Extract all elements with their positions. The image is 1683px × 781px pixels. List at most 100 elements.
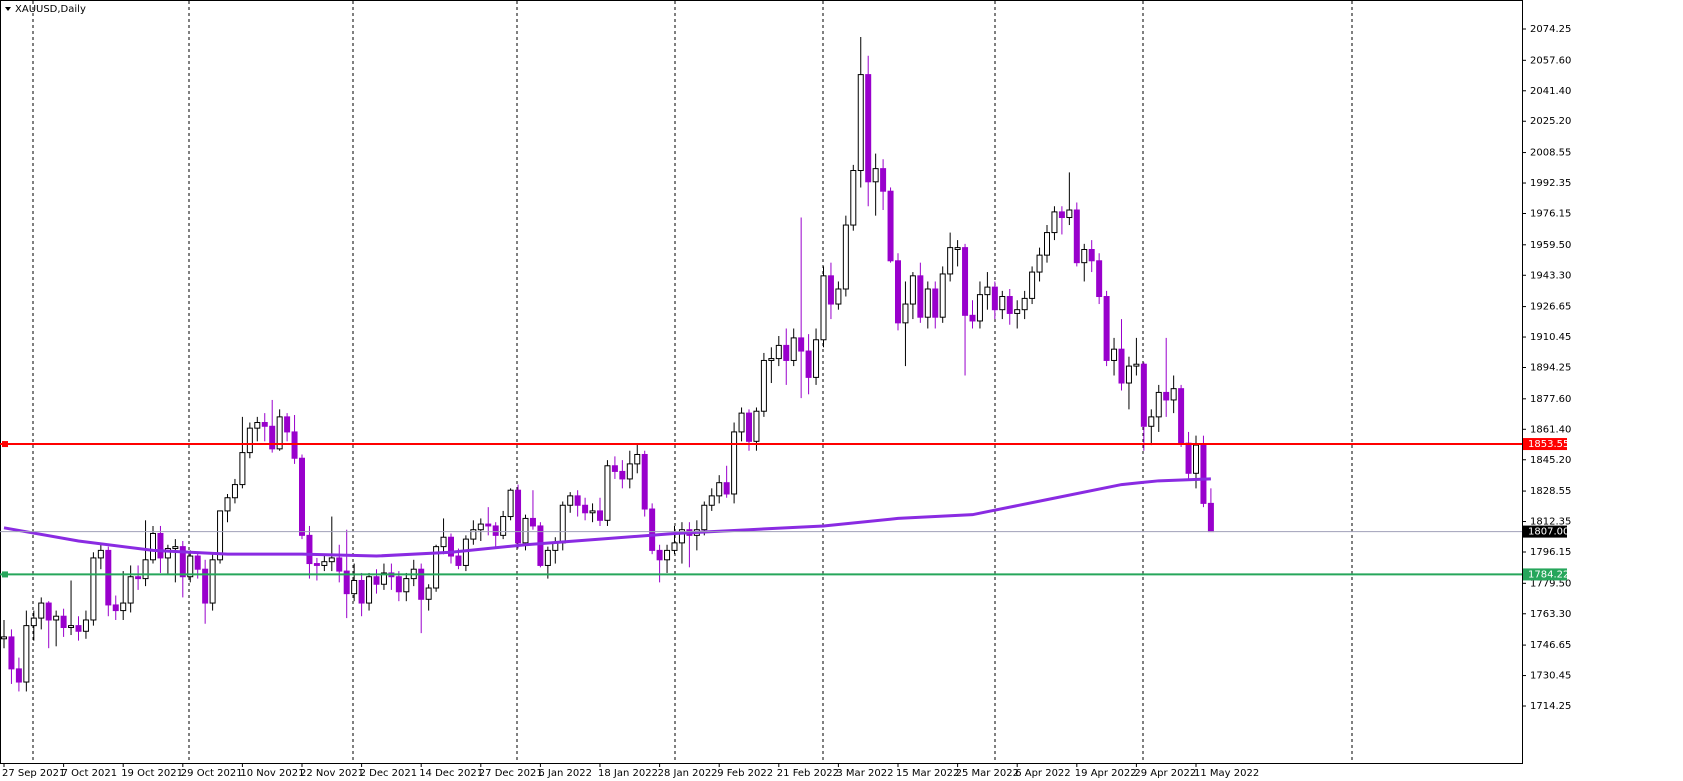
- candle-body: [343, 570, 350, 595]
- x-tick-label: 2 Dec 2021: [360, 768, 418, 779]
- candle-body: [1, 636, 7, 640]
- candle-body: [135, 576, 142, 580]
- candle-body: [157, 532, 164, 559]
- candle-body: [529, 517, 536, 527]
- x-tick-label: 29 Oct 2021: [181, 768, 243, 779]
- candle-body: [597, 510, 603, 521]
- candle-body: [23, 625, 30, 683]
- candle-body: [678, 529, 685, 544]
- x-tick-label: 19 Oct 2021: [121, 768, 183, 779]
- x-tick-label: 28 Jan 2022: [658, 768, 718, 779]
- candle-body: [1193, 444, 1199, 474]
- y-tick-label: 1812.35: [1530, 517, 1571, 528]
- y-tick-label: 1910.45: [1530, 332, 1571, 343]
- candle-body: [1125, 365, 1132, 384]
- candle-body: [1021, 297, 1028, 311]
- candle-body: [947, 247, 954, 275]
- candle-body: [1207, 502, 1214, 533]
- candle-body: [634, 453, 641, 465]
- candle-body: [768, 358, 775, 361]
- candle-body: [924, 288, 931, 318]
- candle-body: [336, 557, 343, 572]
- x-tick-label: 10 Nov 2021: [240, 768, 304, 779]
- x-tick-label: 22 Nov 2021: [300, 768, 364, 779]
- candle-body: [97, 549, 104, 559]
- candle-body: [202, 568, 209, 604]
- menu-arrow[interactable]: [5, 7, 11, 11]
- x-tick-label: 25 Mar 2022: [956, 768, 1019, 779]
- candle-body: [1073, 209, 1080, 264]
- level-label-bg: [1523, 568, 1567, 581]
- candle-body: [731, 431, 738, 495]
- candle-body: [649, 508, 656, 551]
- x-tick-label: 9 Feb 2022: [717, 768, 773, 779]
- level-label: 1784.22: [1528, 569, 1569, 580]
- candle-body: [30, 617, 37, 627]
- candle-body: [701, 504, 708, 531]
- x-tick-label: 27 Dec 2021: [479, 768, 543, 779]
- candle-body: [306, 534, 313, 565]
- candle-body: [574, 495, 581, 506]
- x-tick-label: 21 Feb 2022: [777, 768, 839, 779]
- candle-body: [1111, 348, 1118, 361]
- x-tick-label: 3 Mar 2022: [836, 768, 893, 779]
- y-tick-label: 1746.65: [1530, 640, 1571, 651]
- candle-body: [1096, 260, 1103, 298]
- candle-body: [500, 516, 507, 536]
- candle-body: [619, 470, 626, 480]
- candle-body: [1155, 391, 1162, 418]
- candle-body: [872, 168, 879, 183]
- candle-body: [716, 482, 723, 497]
- candle-body: [887, 190, 894, 262]
- candle-body: [403, 578, 410, 593]
- candle-body: [105, 549, 112, 606]
- candle-body: [1006, 296, 1013, 314]
- y-tick-label: 1861.40: [1530, 424, 1571, 435]
- candle-body: [261, 422, 268, 427]
- candle-body: [656, 549, 663, 561]
- candle-body: [60, 615, 67, 629]
- candle-body: [1163, 391, 1170, 401]
- candle-body: [1178, 388, 1185, 444]
- candle-body: [589, 510, 596, 514]
- candle-body: [909, 275, 916, 305]
- candle-body: [366, 576, 373, 604]
- x-tick-label: 11 May 2022: [1194, 768, 1259, 779]
- candle-body: [842, 224, 849, 290]
- candle-body: [827, 275, 834, 305]
- candle-body: [194, 555, 201, 570]
- candle-body: [1088, 249, 1095, 262]
- x-tick-label: 14 Dec 2021: [419, 768, 483, 779]
- bid-label-bg: [1523, 525, 1567, 538]
- x-tick-label: 19 Apr 2022: [1075, 768, 1137, 779]
- candle-body: [164, 548, 171, 559]
- candle-body: [783, 344, 790, 361]
- candle-body: [15, 668, 22, 683]
- y-tick-label: 1714.25: [1530, 701, 1571, 712]
- candle-body: [470, 529, 477, 540]
- y-tick-label: 1959.50: [1530, 240, 1571, 251]
- candle-body: [112, 604, 119, 612]
- y-tick-label: 1779.50: [1530, 578, 1571, 589]
- candle-body: [567, 495, 574, 506]
- y-tick-label: 1894.25: [1530, 363, 1571, 374]
- candle-body: [753, 410, 760, 442]
- candle-body: [1148, 416, 1155, 427]
- candle-body: [120, 602, 127, 612]
- candle-body: [880, 168, 887, 192]
- x-tick-label: 6 Apr 2022: [1015, 768, 1070, 779]
- candle-body: [544, 549, 551, 566]
- candle-body: [425, 587, 432, 600]
- candle-body: [82, 619, 89, 632]
- x-tick-label: 29 Apr 2022: [1134, 768, 1196, 779]
- candle-body: [1118, 348, 1125, 384]
- candle-body: [537, 525, 544, 566]
- candle-body: [798, 337, 805, 352]
- candle-body: [1036, 254, 1043, 273]
- candle-body: [976, 294, 983, 322]
- candle-body: [373, 576, 380, 585]
- candle-body: [1066, 209, 1073, 219]
- candle-body: [939, 273, 946, 318]
- candle-body: [380, 572, 387, 585]
